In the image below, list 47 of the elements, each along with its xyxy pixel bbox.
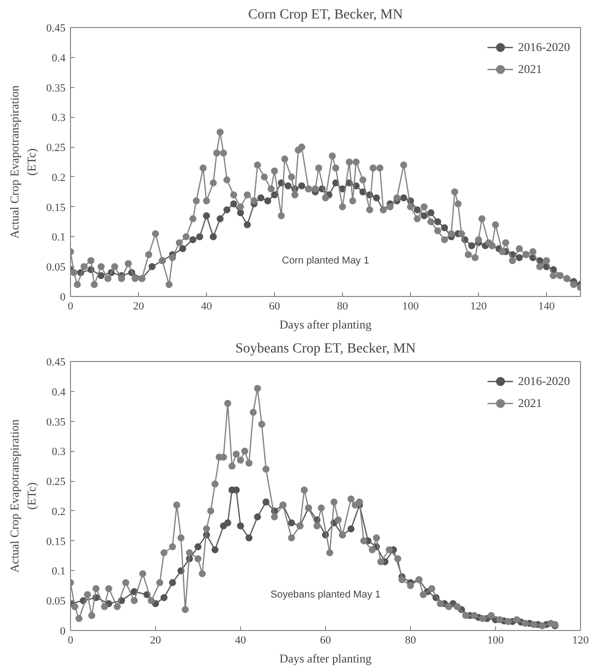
legend-label: 2016-2020 bbox=[518, 40, 570, 54]
y-tick-label: 0.05 bbox=[46, 262, 66, 274]
legend-label: 2021 bbox=[518, 62, 542, 76]
y-tick-label: 0.35 bbox=[46, 416, 66, 428]
y-tick-label: 0.1 bbox=[52, 566, 66, 578]
x-tick-label: 80 bbox=[405, 634, 416, 646]
y-tick-label: 0.4 bbox=[52, 52, 66, 64]
x-tick-label: 120 bbox=[470, 300, 488, 312]
y-tick-label: 0.2 bbox=[52, 506, 66, 518]
y-tick-label: 0.25 bbox=[46, 476, 66, 488]
y-tick-label: 0.05 bbox=[46, 596, 66, 608]
y-tick-label: 0.4 bbox=[52, 386, 66, 398]
y-tick-label: 0.2 bbox=[52, 172, 66, 184]
x-tick-label: 80 bbox=[337, 300, 348, 312]
y-tick-label: 0.45 bbox=[46, 22, 66, 34]
x-tick-label: 0 bbox=[68, 300, 74, 312]
y-tick-label: 0.3 bbox=[52, 112, 66, 124]
x-tick-label: 60 bbox=[320, 634, 332, 646]
y-tick-label: 0 bbox=[60, 292, 66, 304]
annotation: Corn planted May 1 bbox=[282, 256, 370, 266]
x-tick-label: 20 bbox=[150, 634, 162, 646]
y-tick-label: 0.15 bbox=[46, 536, 66, 548]
chart-title: Corn Crop ET, Becker, MN bbox=[248, 8, 403, 22]
legend-label: 2016-2020 bbox=[518, 374, 570, 388]
x-tick-label: 0 bbox=[68, 634, 74, 646]
x-tick-label: 100 bbox=[402, 300, 420, 312]
y-axis-title: Actual Crop Evapotranspiration (ETc) bbox=[7, 85, 38, 239]
x-tick-label: 140 bbox=[538, 300, 556, 312]
y-tick-label: 0.45 bbox=[46, 356, 66, 368]
y-tick-label: 0.3 bbox=[52, 446, 66, 458]
legend-label: 2021 bbox=[518, 396, 542, 410]
y-axis-title: Actual Crop Evapotranspiration (ETc) bbox=[7, 419, 38, 573]
y-tick-label: 0.15 bbox=[46, 202, 66, 214]
x-tick-label: 40 bbox=[235, 634, 246, 646]
y-tick-label: 0.35 bbox=[46, 82, 66, 94]
x-axis-title: Days after planting bbox=[280, 652, 372, 666]
annotation: Soyebans planted May 1 bbox=[270, 590, 381, 600]
x-tick-label: 20 bbox=[133, 300, 144, 312]
x-tick-label: 100 bbox=[487, 634, 504, 646]
x-tick-label: 60 bbox=[269, 300, 280, 312]
y-tick-label: 0 bbox=[60, 626, 66, 638]
x-tick-label: 120 bbox=[572, 634, 590, 646]
y-tick-label: 0.1 bbox=[52, 232, 66, 244]
y-tick-label: 0.25 bbox=[46, 142, 66, 154]
x-tick-label: 40 bbox=[201, 300, 212, 312]
chart-title: Soybeans Crop ET, Becker, MN bbox=[235, 342, 416, 356]
x-axis-title: Days after planting bbox=[280, 318, 372, 332]
